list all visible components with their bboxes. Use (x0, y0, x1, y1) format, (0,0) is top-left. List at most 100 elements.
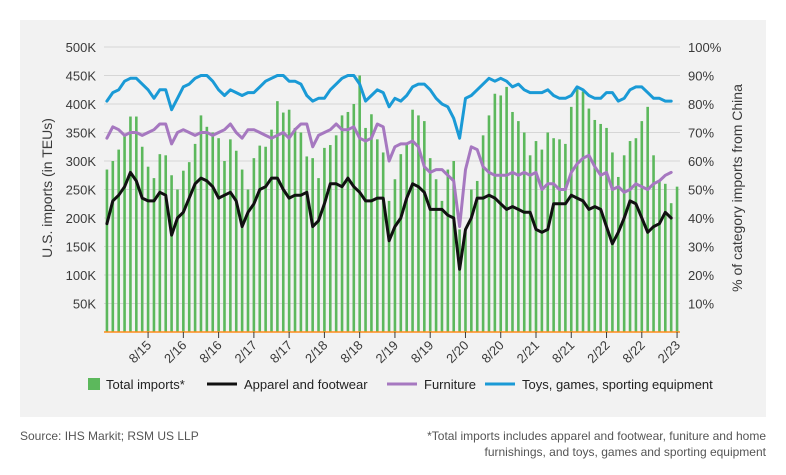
bar-total-imports (111, 161, 115, 332)
x-tick-label: 8/22 (619, 338, 648, 367)
bar-total-imports (470, 189, 473, 332)
x-tick-label: 8/19 (408, 338, 437, 367)
x-tick-label: 2/23 (655, 338, 684, 367)
bar-total-imports (205, 126, 209, 332)
bar-total-imports (446, 169, 450, 332)
bar-total-imports (352, 104, 356, 332)
bar-total-imports (528, 155, 532, 332)
bar-total-imports (129, 116, 132, 332)
legend-label-apparel: Apparel and footwear (244, 377, 368, 392)
bar-total-imports (399, 154, 403, 332)
bar-total-imports (346, 111, 350, 332)
bar-total-imports (270, 129, 273, 332)
bar-total-imports (423, 121, 426, 332)
bar-total-imports (293, 127, 297, 332)
y-left-tick-label: 100K (66, 268, 97, 283)
bar-total-imports (517, 121, 520, 332)
bar-total-imports (229, 139, 232, 332)
bar-total-imports (152, 178, 156, 332)
series-lines (105, 74, 673, 271)
bar-total-imports (622, 155, 626, 332)
legend-swatch-total (88, 378, 100, 390)
bar-total-imports (117, 149, 120, 332)
y-right-tick-label: 80% (688, 97, 714, 112)
y-left-tick-label: 500K (66, 40, 97, 55)
bar-total-imports (287, 109, 291, 332)
bar-total-imports (146, 166, 150, 332)
bar-total-imports (440, 200, 444, 332)
bar-total-imports (405, 145, 408, 332)
bar-total-imports (464, 232, 467, 332)
bar-total-imports (140, 146, 144, 332)
bar-total-imports (193, 143, 197, 332)
bar-total-imports (305, 156, 309, 332)
x-tick-label: 8/16 (196, 338, 225, 367)
bar-total-imports (370, 114, 373, 332)
bar-total-imports (428, 158, 432, 332)
y-right-tick-label: 40% (688, 211, 714, 226)
bar-total-imports (664, 183, 667, 332)
y-left-tick-label: 50K (73, 297, 96, 312)
y-right-tick-label: 60% (688, 154, 714, 169)
source-note: Source: IHS Markit; RSM US LLP (20, 429, 199, 443)
x-tick-label: 2/17 (231, 338, 260, 367)
y-left-tick-label: 150K (66, 240, 97, 255)
legend: Total imports* Apparel and footwear Furn… (88, 377, 713, 392)
bar-total-imports (258, 145, 262, 332)
line-furniture (105, 122, 673, 229)
footnote-line-2: furnishings, and toys, games and sportin… (484, 445, 766, 459)
bar-total-imports (564, 143, 567, 332)
bar-total-imports (616, 176, 620, 332)
bar-total-imports (581, 91, 585, 333)
y-right-tick-label: 50% (688, 183, 714, 198)
legend-label-toys: Toys, games, sporting equipment (522, 377, 713, 392)
bar-total-imports (540, 149, 544, 332)
bar-total-imports (264, 146, 267, 332)
bar-total-imports (534, 141, 538, 332)
bar-total-imports (634, 138, 638, 332)
x-tick-label: 2/21 (514, 338, 543, 367)
bar-total-imports (499, 95, 503, 332)
bar-total-imports (358, 75, 361, 332)
y-left-tick-label: 400K (66, 97, 97, 112)
bar-total-imports (105, 169, 109, 332)
bar-total-imports (393, 179, 397, 332)
bar-total-imports (299, 132, 303, 332)
bar-total-imports (434, 179, 438, 332)
bar-total-imports (546, 132, 550, 332)
bar-total-imports (158, 154, 162, 332)
bar-total-imports (234, 150, 238, 332)
legend-label-furniture: Furniture (424, 377, 476, 392)
bar-total-imports (170, 175, 173, 332)
bar-total-imports (217, 138, 220, 332)
bar-total-imports (164, 155, 168, 332)
bar-total-imports (240, 169, 244, 332)
y-left-tick-label: 300K (66, 154, 97, 169)
bar-total-imports (646, 106, 649, 332)
y-right-tick-label: 30% (688, 240, 714, 255)
y-left-tick-label: 450K (66, 69, 97, 84)
bar-total-imports (493, 93, 497, 333)
bar-total-imports (628, 141, 632, 332)
bar-total-imports (575, 89, 579, 333)
bar-total-imports (652, 155, 655, 332)
bar-total-imports (334, 135, 338, 332)
x-tick-label: 8/15 (126, 338, 155, 367)
bar-total-imports (481, 135, 485, 332)
x-tick-label: 8/18 (337, 338, 366, 367)
bar-total-imports (276, 101, 279, 333)
y-right-tick-label: 20% (688, 268, 714, 283)
footnote-line-1: *Total imports includes apparel and foot… (427, 429, 766, 443)
y-right-tick-label: 10% (688, 297, 714, 312)
line-toys-games-sporting-equipment (105, 74, 673, 140)
bar-total-imports (223, 161, 226, 332)
bar-total-imports (323, 147, 326, 332)
bar-total-imports (387, 200, 391, 332)
bar-total-imports (599, 123, 602, 332)
bar-total-imports (176, 189, 179, 332)
x-tick-label: 2/18 (302, 338, 331, 367)
bar-total-imports (381, 152, 385, 332)
y-left-tick-label: 200K (66, 211, 97, 226)
bar-total-imports (252, 158, 256, 332)
